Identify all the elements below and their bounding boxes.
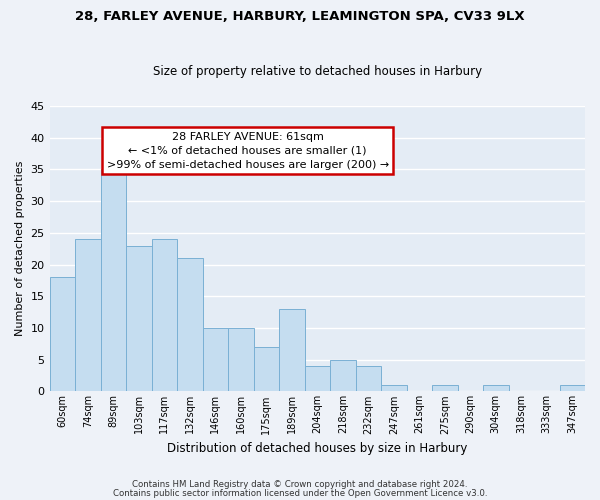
- Bar: [432, 385, 458, 392]
- Bar: [177, 258, 203, 392]
- Text: Contains HM Land Registry data © Crown copyright and database right 2024.: Contains HM Land Registry data © Crown c…: [132, 480, 468, 489]
- Title: Size of property relative to detached houses in Harbury: Size of property relative to detached ho…: [153, 66, 482, 78]
- Text: Contains public sector information licensed under the Open Government Licence v3: Contains public sector information licen…: [113, 490, 487, 498]
- Bar: [483, 385, 509, 392]
- Bar: [356, 366, 381, 392]
- Bar: [126, 246, 152, 392]
- Bar: [305, 366, 330, 392]
- Bar: [330, 360, 356, 392]
- X-axis label: Distribution of detached houses by size in Harbury: Distribution of detached houses by size …: [167, 442, 467, 455]
- Bar: [228, 328, 254, 392]
- Bar: [279, 309, 305, 392]
- Y-axis label: Number of detached properties: Number of detached properties: [15, 161, 25, 336]
- Bar: [50, 278, 75, 392]
- Bar: [152, 239, 177, 392]
- Bar: [560, 385, 585, 392]
- Bar: [75, 239, 101, 392]
- Bar: [381, 385, 407, 392]
- Text: 28, FARLEY AVENUE, HARBURY, LEAMINGTON SPA, CV33 9LX: 28, FARLEY AVENUE, HARBURY, LEAMINGTON S…: [75, 10, 525, 23]
- Bar: [203, 328, 228, 392]
- Bar: [254, 347, 279, 392]
- Bar: [101, 170, 126, 392]
- Text: 28 FARLEY AVENUE: 61sqm
← <1% of detached houses are smaller (1)
>99% of semi-de: 28 FARLEY AVENUE: 61sqm ← <1% of detache…: [107, 132, 389, 170]
